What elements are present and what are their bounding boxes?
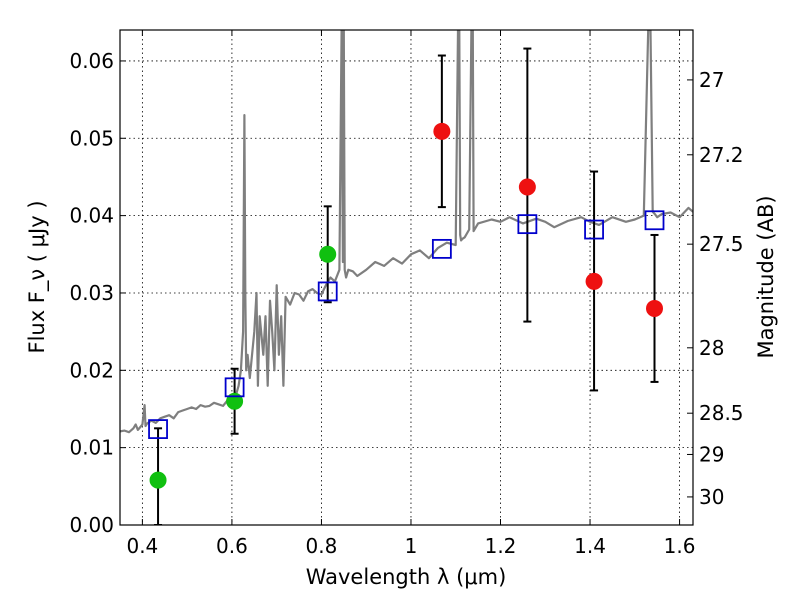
mag-tick-label: 28 [699, 336, 724, 360]
y-axis-label: Flux F_ν ( μJy ) [25, 200, 50, 353]
observed-red-point [646, 299, 664, 317]
mag-tick-label: 27.2 [699, 143, 744, 167]
grid [120, 30, 693, 526]
model-square-marker [431, 238, 452, 259]
observed-red-point [433, 122, 451, 140]
model-spectrum-line [120, 30, 693, 434]
x-tick-label: 1.6 [664, 534, 696, 558]
y-tick-label: 0.05 [69, 126, 114, 150]
mag-tick-label: 27 [699, 68, 724, 92]
y-tick-label: 0.04 [69, 204, 114, 228]
x-tick-label: 0.6 [216, 534, 248, 558]
y-tick-label: 0.00 [69, 513, 114, 537]
observed-green-point [149, 471, 167, 489]
x-tick-label: 1.4 [574, 534, 606, 558]
axis-ticks: 0.4 0.6 0.8 1 1.2 1.4 1.6 0.00 0.01 0.02 0.03 0.04 0… [69, 30, 744, 558]
mag-tick-label: 29 [699, 442, 724, 466]
model-square-marker [148, 419, 168, 439]
error-bars [154, 47, 659, 525]
observed-red-point [585, 272, 603, 290]
model-square-marker [224, 377, 245, 398]
model-square-marker [517, 214, 538, 235]
y-tick-label: 0.01 [69, 436, 114, 460]
y-tick-label: 0.02 [69, 358, 114, 382]
x-tick-label: 0.4 [126, 534, 158, 558]
observed-red-point [518, 178, 536, 196]
x-axis-label: Wavelength λ (μm) [306, 565, 507, 589]
data-points [148, 122, 665, 489]
observed-green-point [226, 392, 244, 410]
model-square-marker [584, 219, 604, 240]
plot-area [120, 30, 693, 525]
model-square-marker [644, 210, 665, 231]
observed-green-point [319, 245, 337, 263]
mag-tick-label: 30 [699, 485, 724, 509]
model-square-marker [317, 281, 338, 302]
plot-frame [119, 29, 694, 526]
x-tick-label: 1.2 [485, 534, 517, 558]
mag-tick-label: 28.5 [699, 401, 744, 425]
y-tick-label: 0.03 [69, 281, 114, 305]
x-tick-label: 1 [405, 534, 418, 558]
y-tick-label: 0.06 [69, 49, 114, 73]
x-tick-label: 0.8 [306, 534, 338, 558]
mag-tick-label: 27.5 [699, 232, 744, 256]
right-axis-label: Magnitude (AB) [754, 195, 778, 358]
